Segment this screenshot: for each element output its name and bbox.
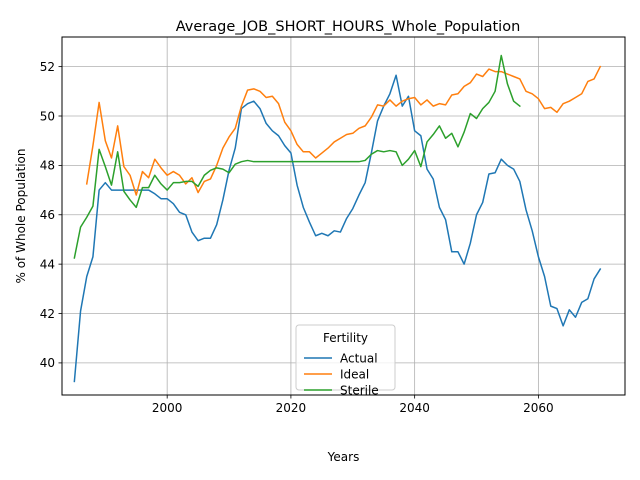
series-lines bbox=[73, 54, 602, 383]
series-line-actual bbox=[73, 74, 602, 383]
legend-title: Fertility bbox=[323, 331, 368, 345]
y-tick-label: 48 bbox=[40, 159, 55, 173]
series-line-ideal bbox=[85, 65, 602, 196]
y-axis: 40 42 44 46 48 50 52 bbox=[40, 60, 62, 370]
chart-title: Average_JOB_SHORT_HOURS_Whole_Population bbox=[176, 19, 521, 35]
y-tick-label: 42 bbox=[40, 307, 55, 321]
y-tick-label: 50 bbox=[40, 109, 55, 123]
y-axis-label: % of Whole Population bbox=[14, 149, 28, 284]
legend-label-ideal: Ideal bbox=[340, 367, 369, 381]
x-tick-label: 2040 bbox=[399, 401, 430, 415]
legend-entries: Actual Ideal Sterile bbox=[304, 351, 379, 397]
plot-frame bbox=[61, 36, 626, 396]
series-line-sterile bbox=[73, 54, 521, 259]
x-tick-label: 2000 bbox=[152, 401, 183, 415]
y-tick-label: 46 bbox=[40, 208, 55, 222]
x-axis: 2000 2020 2040 2060 bbox=[152, 395, 554, 415]
x-tick-label: 2060 bbox=[523, 401, 554, 415]
legend-label-sterile: Sterile bbox=[340, 383, 379, 397]
legend-label-actual: Actual bbox=[340, 351, 378, 365]
x-axis-label: Years bbox=[327, 450, 360, 464]
y-tick-label: 40 bbox=[40, 356, 55, 370]
grid-lines bbox=[62, 37, 625, 395]
y-tick-label: 44 bbox=[40, 257, 55, 271]
legend: Fertility Actual Ideal Sterile bbox=[295, 324, 396, 397]
x-tick-label: 2020 bbox=[276, 401, 307, 415]
y-tick-label: 52 bbox=[40, 60, 55, 74]
